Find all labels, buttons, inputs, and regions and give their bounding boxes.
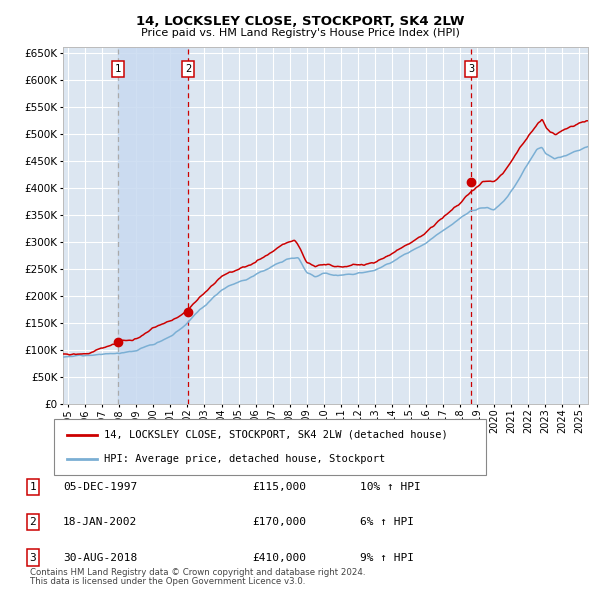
Text: £170,000: £170,000 <box>252 517 306 527</box>
Text: 3: 3 <box>29 553 37 562</box>
Text: 10% ↑ HPI: 10% ↑ HPI <box>360 482 421 491</box>
Text: 6% ↑ HPI: 6% ↑ HPI <box>360 517 414 527</box>
Text: 2: 2 <box>29 517 37 527</box>
Text: 14, LOCKSLEY CLOSE, STOCKPORT, SK4 2LW: 14, LOCKSLEY CLOSE, STOCKPORT, SK4 2LW <box>136 15 464 28</box>
Text: 3: 3 <box>468 64 475 74</box>
Text: This data is licensed under the Open Government Licence v3.0.: This data is licensed under the Open Gov… <box>30 578 305 586</box>
Text: 18-JAN-2002: 18-JAN-2002 <box>63 517 137 527</box>
Text: 05-DEC-1997: 05-DEC-1997 <box>63 482 137 491</box>
Text: 1: 1 <box>29 482 37 491</box>
Text: £410,000: £410,000 <box>252 553 306 562</box>
Text: 9% ↑ HPI: 9% ↑ HPI <box>360 553 414 562</box>
Text: 2: 2 <box>185 64 191 74</box>
Text: 1: 1 <box>115 64 121 74</box>
Text: 30-AUG-2018: 30-AUG-2018 <box>63 553 137 562</box>
Bar <box>118 47 188 404</box>
Text: 14, LOCKSLEY CLOSE, STOCKPORT, SK4 2LW (detached house): 14, LOCKSLEY CLOSE, STOCKPORT, SK4 2LW (… <box>104 430 448 440</box>
FancyBboxPatch shape <box>54 419 486 475</box>
Text: Price paid vs. HM Land Registry's House Price Index (HPI): Price paid vs. HM Land Registry's House … <box>140 28 460 38</box>
Text: Contains HM Land Registry data © Crown copyright and database right 2024.: Contains HM Land Registry data © Crown c… <box>30 568 365 577</box>
Text: HPI: Average price, detached house, Stockport: HPI: Average price, detached house, Stoc… <box>104 454 385 464</box>
Text: £115,000: £115,000 <box>252 482 306 491</box>
